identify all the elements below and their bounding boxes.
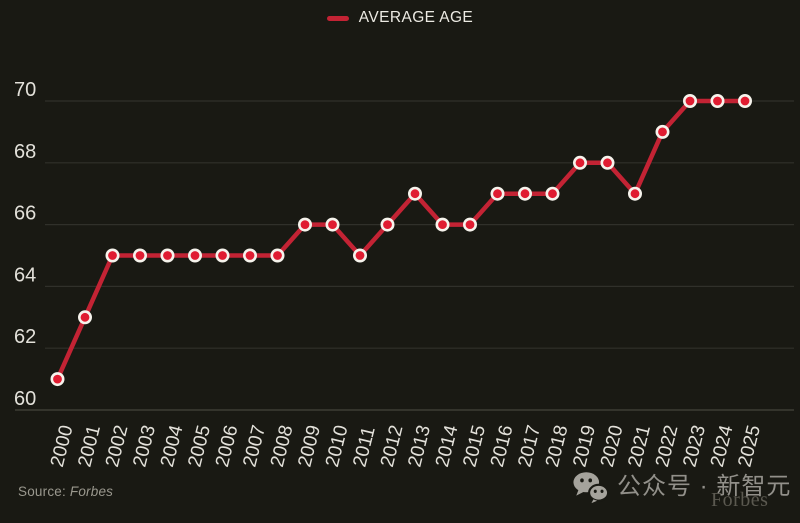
legend: AVERAGE AGE [0, 9, 800, 27]
legend-line-swatch [326, 15, 349, 21]
svg-text:2020: 2020 [597, 423, 628, 469]
svg-text:60: 60 [14, 388, 36, 410]
svg-text:2007: 2007 [239, 423, 270, 469]
source-prefix: Source: [18, 484, 66, 499]
svg-text:62: 62 [14, 326, 36, 348]
svg-text:2011: 2011 [349, 424, 379, 469]
svg-text:64: 64 [14, 264, 36, 286]
svg-text:68: 68 [14, 141, 36, 163]
forbes-watermark: Forbes [711, 489, 769, 511]
svg-text:2023: 2023 [679, 423, 710, 469]
svg-text:2021: 2021 [624, 423, 655, 469]
svg-text:2002: 2002 [102, 423, 133, 469]
svg-text:2005: 2005 [184, 423, 215, 469]
svg-text:2017: 2017 [514, 423, 545, 469]
svg-text:2016: 2016 [487, 423, 518, 469]
svg-text:2003: 2003 [129, 423, 160, 469]
svg-text:2015: 2015 [459, 423, 490, 469]
source-name: Forbes [69, 484, 114, 499]
svg-text:2014: 2014 [432, 423, 463, 470]
svg-text:2001: 2001 [74, 423, 105, 469]
svg-text:66: 66 [14, 203, 36, 225]
svg-text:2010: 2010 [322, 423, 353, 469]
wechat-watermark: 公众号 · 新智元 [572, 470, 791, 504]
svg-text:2004: 2004 [157, 423, 188, 470]
legend-label: AVERAGE AGE [358, 9, 474, 26]
svg-text:2008: 2008 [267, 423, 298, 469]
svg-text:70: 70 [14, 79, 36, 101]
svg-text:2019: 2019 [569, 423, 600, 469]
svg-text:2000: 2000 [47, 423, 78, 469]
wechat-icon [573, 471, 610, 503]
wechat-watermark-label: 公众号 · 新智元 [617, 473, 792, 500]
svg-text:2024: 2024 [707, 423, 738, 470]
svg-text:2009: 2009 [294, 423, 325, 469]
svg-text:2013: 2013 [404, 423, 435, 469]
svg-text:2012: 2012 [377, 423, 408, 469]
source-caption: Source: Forbes [18, 484, 113, 499]
svg-text:2006: 2006 [212, 423, 243, 469]
svg-text:2025: 2025 [734, 423, 765, 469]
svg-text:2022: 2022 [652, 423, 683, 469]
svg-text:2018: 2018 [542, 423, 573, 469]
